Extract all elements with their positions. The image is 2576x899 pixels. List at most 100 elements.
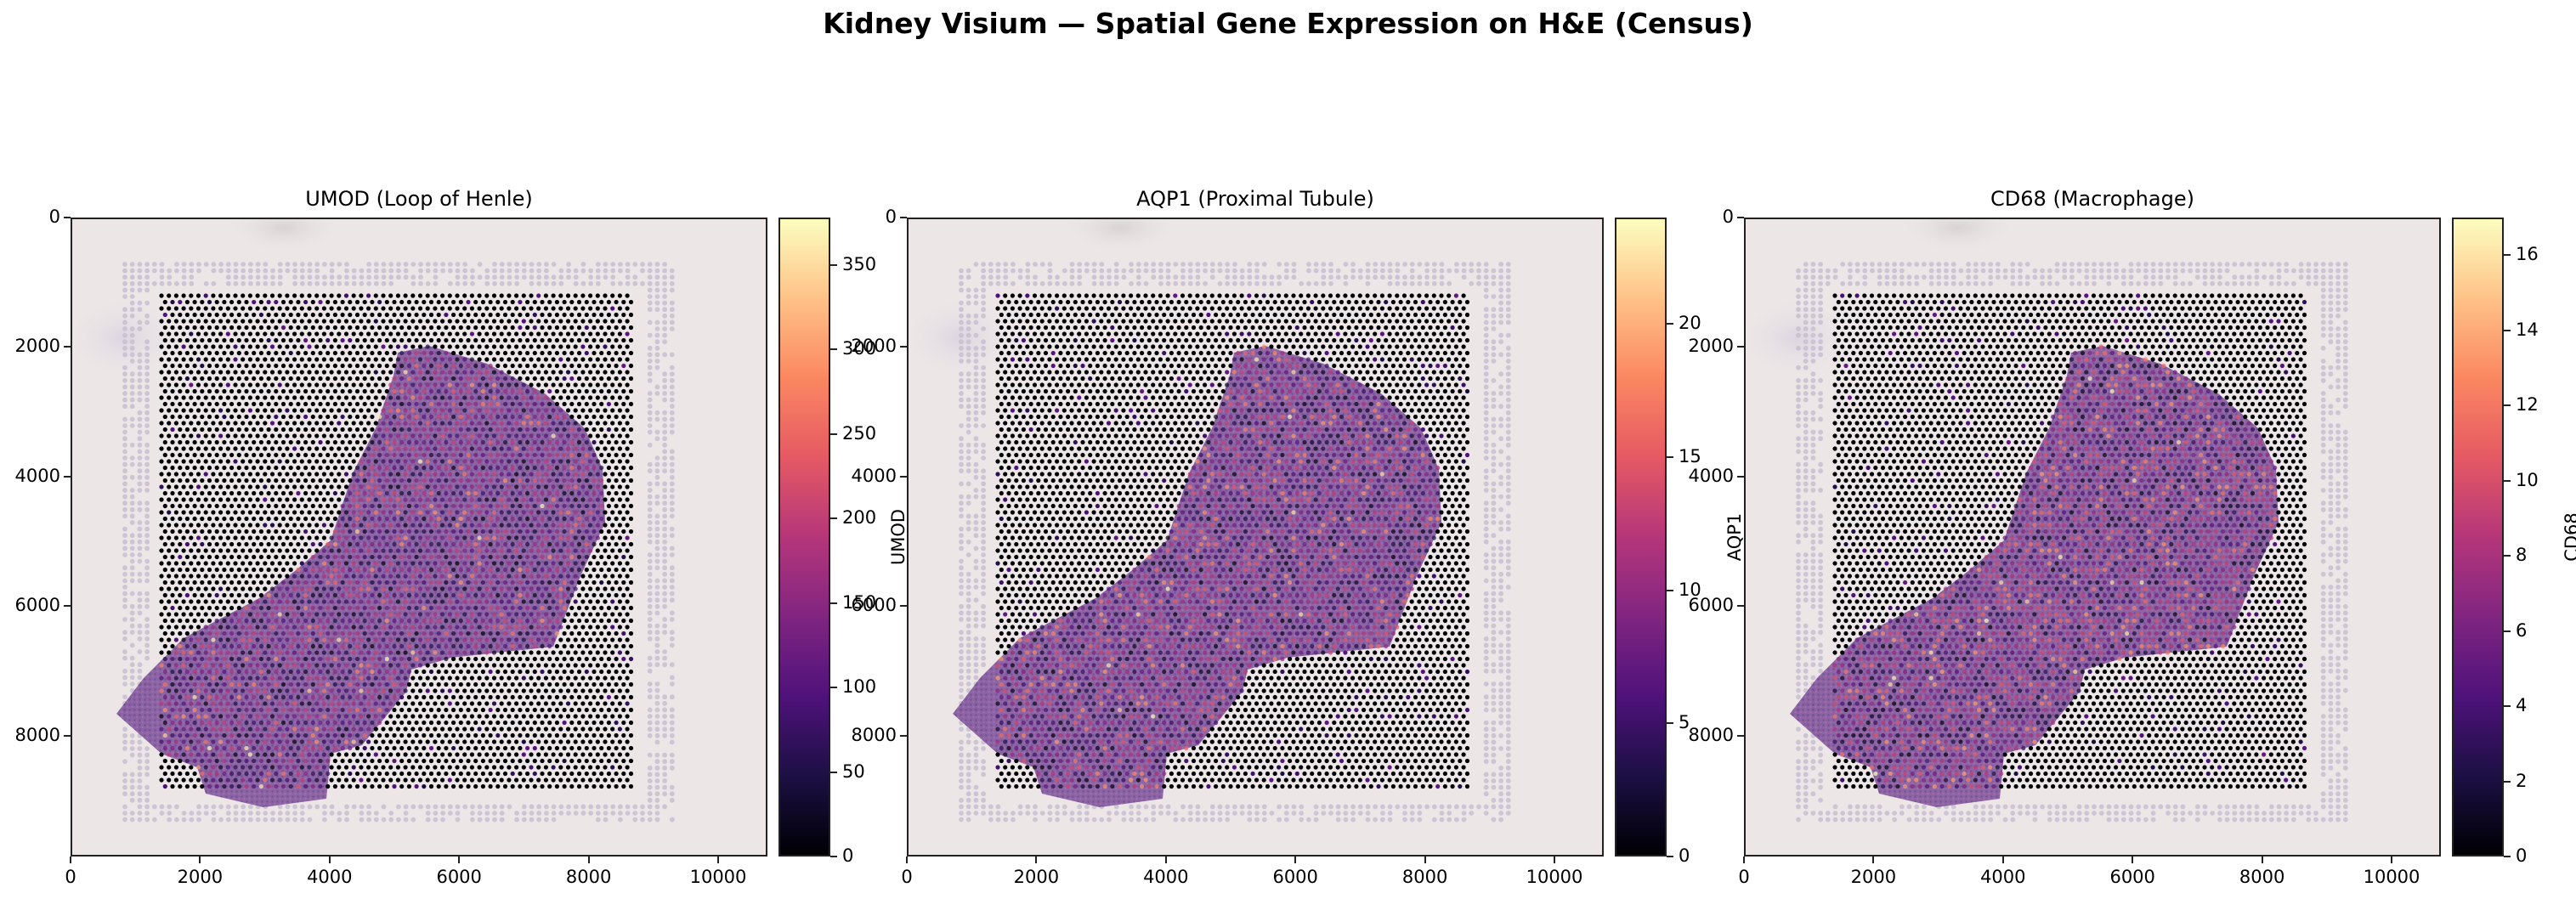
y-tick-mark [1737,605,1744,608]
y-tick-label: 6000 [1688,595,1734,616]
y-tick-mark [1737,217,1744,218]
x-tick-mark [2001,857,2004,863]
x-tick-label: 10000 [1526,867,1583,887]
x-tick-label: 6000 [436,867,482,887]
x-tick-mark [587,857,590,863]
colorbar-tick-mark [2504,254,2511,257]
colorbar [778,218,830,857]
colorbar-tick-label: 12 [2516,394,2539,416]
colorbar-tick-mark [830,771,837,773]
colorbar-tick-mark [2504,705,2511,708]
panel-cd68: CD68 (Macrophage) CD68 0 2000 4000 6000 8000… [1689,0,2576,899]
x-tick-mark [2132,857,2134,863]
colorbar [2452,218,2504,857]
colorbar-tick-label: 5 [1679,712,1690,733]
x-tick-mark [2391,857,2392,863]
y-tick-mark [64,734,71,737]
colorbar-tick-label: 10 [2516,469,2539,490]
y-tick-label: 4000 [851,465,897,486]
y-tick-mark [900,217,907,218]
y-tick-mark [1737,734,1744,737]
y-tick-mark [64,217,71,218]
x-tick-mark [1164,857,1167,863]
panel-umod: UMOD (Loop of Henle) UMOD 0 2000 4000 6000 8… [15,0,909,899]
y-tick-mark [64,475,71,478]
y-tick-mark [1737,346,1744,348]
colorbar-tick-mark [2504,555,2511,557]
x-tick-label: 0 [1738,867,1750,887]
x-tick-label: 10000 [2363,867,2420,887]
y-tick-label: 8000 [14,724,60,745]
y-tick-label: 0 [1722,206,1734,227]
x-tick-label: 2000 [1850,867,1897,887]
colorbar-tick-label: 4 [2516,695,2528,716]
y-tick-mark [64,605,71,608]
tissue-image [72,219,675,823]
x-tick-label: 10000 [689,867,747,887]
x-tick-label: 2000 [1013,867,1060,887]
x-tick-label: 4000 [1143,867,1189,887]
colorbar-tick-mark [830,348,837,351]
axes-title: UMOD (Loop of Henle) [305,187,533,211]
y-tick-label: 4000 [1688,465,1734,486]
x-tick-label: 8000 [1401,867,1448,887]
y-tick-label: 6000 [14,595,60,616]
colorbar-tick-mark [1667,456,1673,458]
x-tick-label: 4000 [307,867,353,887]
x-tick-mark [2261,857,2263,863]
colorbar-tick-label: 300 [842,338,877,359]
colorbar-tick-mark [2504,479,2511,482]
colorbar-label: UMOD [888,508,909,566]
x-tick-label: 8000 [565,867,612,887]
colorbar-tick-label: 150 [842,591,877,613]
tissue-image [909,219,1511,823]
colorbar-tick-label: 15 [1679,446,1701,466]
colorbar-tick-mark [2504,329,2511,331]
x-tick-label: 6000 [1272,867,1318,887]
y-tick-label: 0 [48,206,60,227]
x-tick-mark [906,857,908,863]
x-tick-mark [458,857,461,863]
colorbar-tick-mark [830,856,837,857]
y-tick-label: 2000 [1688,336,1734,357]
colorbar-tick-mark [2504,404,2511,407]
colorbar-tick-label: 0 [1679,845,1690,866]
colorbar-label: AQP1 [1724,512,1745,562]
colorbar [1615,218,1667,857]
colorbar-tick-mark [1667,589,1673,591]
colorbar-tick-mark [830,517,837,520]
x-tick-label: 0 [901,867,913,887]
colorbar-tick-label: 50 [842,760,865,782]
x-tick-label: 2000 [177,867,224,887]
panel-aqp1: AQP1 (Proximal Tubule) AQP1 0 2000 4000 600… [852,0,1745,899]
x-tick-mark [70,857,71,863]
x-tick-mark [199,857,201,863]
colorbar-tick-label: 350 [842,253,877,274]
colorbar-tick-label: 100 [842,676,877,698]
colorbar-tick-label: 8 [2516,545,2528,566]
y-tick-label: 0 [885,206,897,227]
y-tick-label: 8000 [851,724,897,745]
y-tick-mark [64,346,71,348]
y-tick-mark [900,475,907,478]
x-tick-mark [1872,857,1875,863]
colorbar-tick-label: 16 [2516,244,2539,265]
spatial-plot-axes [71,218,767,857]
x-tick-label: 8000 [2239,867,2285,887]
x-tick-mark [1743,857,1745,863]
tissue-image [1746,219,2348,823]
x-tick-mark [1554,857,1555,863]
colorbar-tick-mark [830,433,837,435]
colorbar-tick-label: 0 [842,845,854,866]
x-tick-mark [1424,857,1426,863]
colorbar-tick-mark [2504,780,2511,783]
axes-title: AQP1 (Proximal Tubule) [1136,187,1374,211]
figure-title: Kidney Visium — Spatial Gene Expression … [823,7,1753,40]
x-tick-label: 6000 [2109,867,2155,887]
colorbar-tick-mark [1667,323,1673,325]
colorbar-tick-mark [2504,630,2511,632]
y-tick-mark [900,734,907,737]
colorbar-tick-mark [830,687,837,689]
x-tick-label: 0 [65,867,76,887]
x-tick-mark [328,857,331,863]
